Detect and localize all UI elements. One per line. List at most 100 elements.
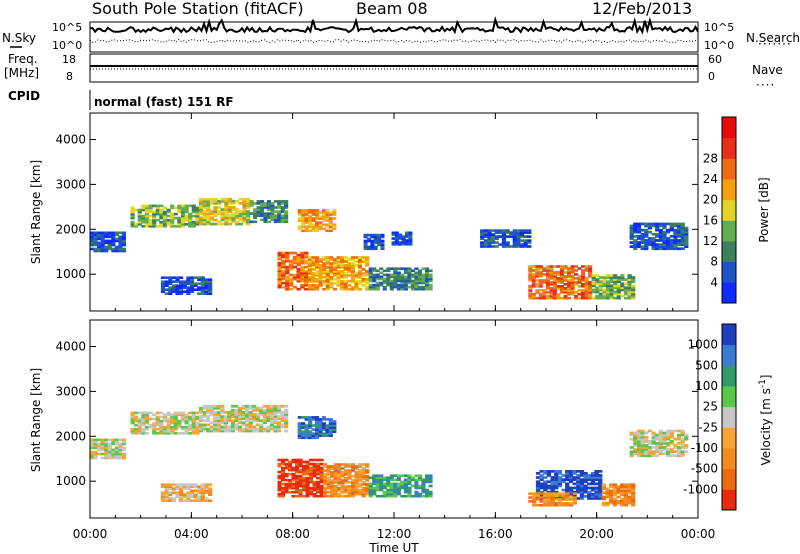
power-cell-11 (556, 294, 561, 298)
velocity-cell-1 (162, 415, 168, 419)
velocity-cell-6 (372, 486, 377, 490)
power-cell-11 (563, 277, 568, 280)
power-cell-1 (141, 216, 146, 220)
velocity-cell-11 (168, 491, 173, 494)
power-cell-10 (483, 243, 488, 246)
power-cell-13 (680, 228, 685, 232)
velocity-cell-2 (269, 425, 274, 429)
velocity-cell-7 (576, 476, 581, 479)
power-cell-6 (329, 256, 334, 259)
velocity-cell-1 (155, 415, 160, 419)
power-cell-13 (658, 245, 663, 248)
velocity-cell-11 (193, 483, 198, 486)
velocity-cell-2 (255, 419, 260, 423)
power-cell-11 (563, 271, 568, 274)
power-cell-11 (574, 283, 579, 286)
velocity-cell-9 (612, 489, 617, 493)
velocity-cell-10 (662, 439, 667, 443)
velocity-cell-1 (170, 432, 175, 435)
power-cell-0 (100, 245, 105, 249)
power-cell-10 (501, 241, 506, 244)
velocity-cell-3 (321, 432, 326, 435)
velocity-cell-6 (396, 488, 401, 492)
power-cell-1 (130, 210, 135, 214)
velocity-cell-6 (372, 474, 377, 477)
velocity-cell-1 (159, 411, 164, 415)
power-cell-14 (175, 276, 180, 279)
power-cell-14 (164, 284, 169, 287)
power-cell-6 (354, 274, 359, 277)
velocity-cell-7 (587, 482, 592, 486)
power-cell-1 (170, 223, 175, 226)
power-cell-14 (189, 286, 195, 289)
power-cell-3 (249, 212, 254, 215)
velocity-cell-10 (640, 429, 645, 433)
power-cell-7 (396, 287, 401, 291)
velocity-cell-4 (298, 462, 303, 466)
power-cell-4 (304, 219, 309, 222)
power-cell-6 (350, 264, 355, 267)
power-cell-6 (340, 282, 345, 285)
velocity-cell-8 (565, 492, 570, 495)
velocity-cell-1 (152, 421, 157, 425)
power-cell-10 (505, 229, 510, 232)
velocity-cell-7 (550, 482, 555, 486)
velocity-cell-4 (298, 480, 303, 484)
velocity-cell-4 (295, 480, 300, 484)
velocity-cell-6 (368, 482, 373, 486)
power-cell-4 (308, 225, 313, 228)
power-cell-13 (640, 241, 645, 244)
power-cell-12 (595, 286, 600, 290)
velocity-cell-9 (605, 501, 610, 505)
velocity-cell-9 (601, 487, 606, 491)
power-cell-10 (516, 231, 521, 234)
velocity-cell-3 (325, 430, 330, 433)
power-cell-1 (166, 208, 171, 212)
velocity-cell-5 (337, 463, 342, 466)
power-cell-2 (235, 214, 240, 218)
velocity-cell-7 (539, 478, 544, 481)
velocity-cell-10 (629, 446, 634, 449)
power-cell-5 (288, 277, 294, 281)
velocity-cell-0 (97, 442, 102, 446)
velocity-cell-1 (155, 421, 160, 425)
velocity-cell-9 (631, 487, 636, 491)
velocity-cell-1 (191, 413, 196, 417)
velocity-cell-9 (601, 501, 606, 505)
power-cell-7 (425, 269, 430, 273)
velocity-cell-2 (198, 417, 203, 420)
power-cell-2 (238, 197, 243, 201)
power-cell-13 (680, 237, 685, 240)
power-cell-11 (559, 273, 564, 276)
velocity-cell-1 (180, 417, 186, 421)
velocity-cell-7 (546, 484, 552, 488)
power-cell-7 (396, 271, 401, 275)
power-cell-11 (552, 277, 557, 280)
power-cell-10 (480, 237, 485, 240)
power-cell-7 (368, 271, 373, 275)
power-cell-11 (577, 281, 582, 284)
power-cell-9 (405, 235, 409, 238)
power-cell-14 (171, 288, 176, 291)
velocity-cell-2 (248, 406, 253, 410)
power-cell-8 (380, 233, 385, 237)
velocity-cell-1 (195, 427, 200, 431)
power-cell-10 (487, 235, 492, 238)
velocity-cell-4 (281, 462, 286, 466)
velocity-cell-10 (680, 431, 685, 435)
velocity-cell-2 (273, 425, 278, 429)
power-cell-12 (613, 274, 618, 277)
velocity-cell-5 (361, 491, 366, 494)
power-cell-7 (407, 273, 412, 277)
power-cell-11 (528, 269, 533, 272)
power-cell-12 (598, 294, 603, 298)
velocity-cell-4 (312, 488, 317, 492)
power-cell-13 (673, 239, 678, 242)
power-cell-11 (528, 294, 533, 298)
power-cell-13 (651, 239, 656, 242)
power-cell-11 (538, 283, 543, 286)
velocity-cell-0 (114, 442, 119, 446)
noise-tick-left-low: 10^0 (52, 39, 82, 52)
velocity-cell-1 (195, 423, 200, 427)
power-cell-11 (528, 291, 533, 294)
